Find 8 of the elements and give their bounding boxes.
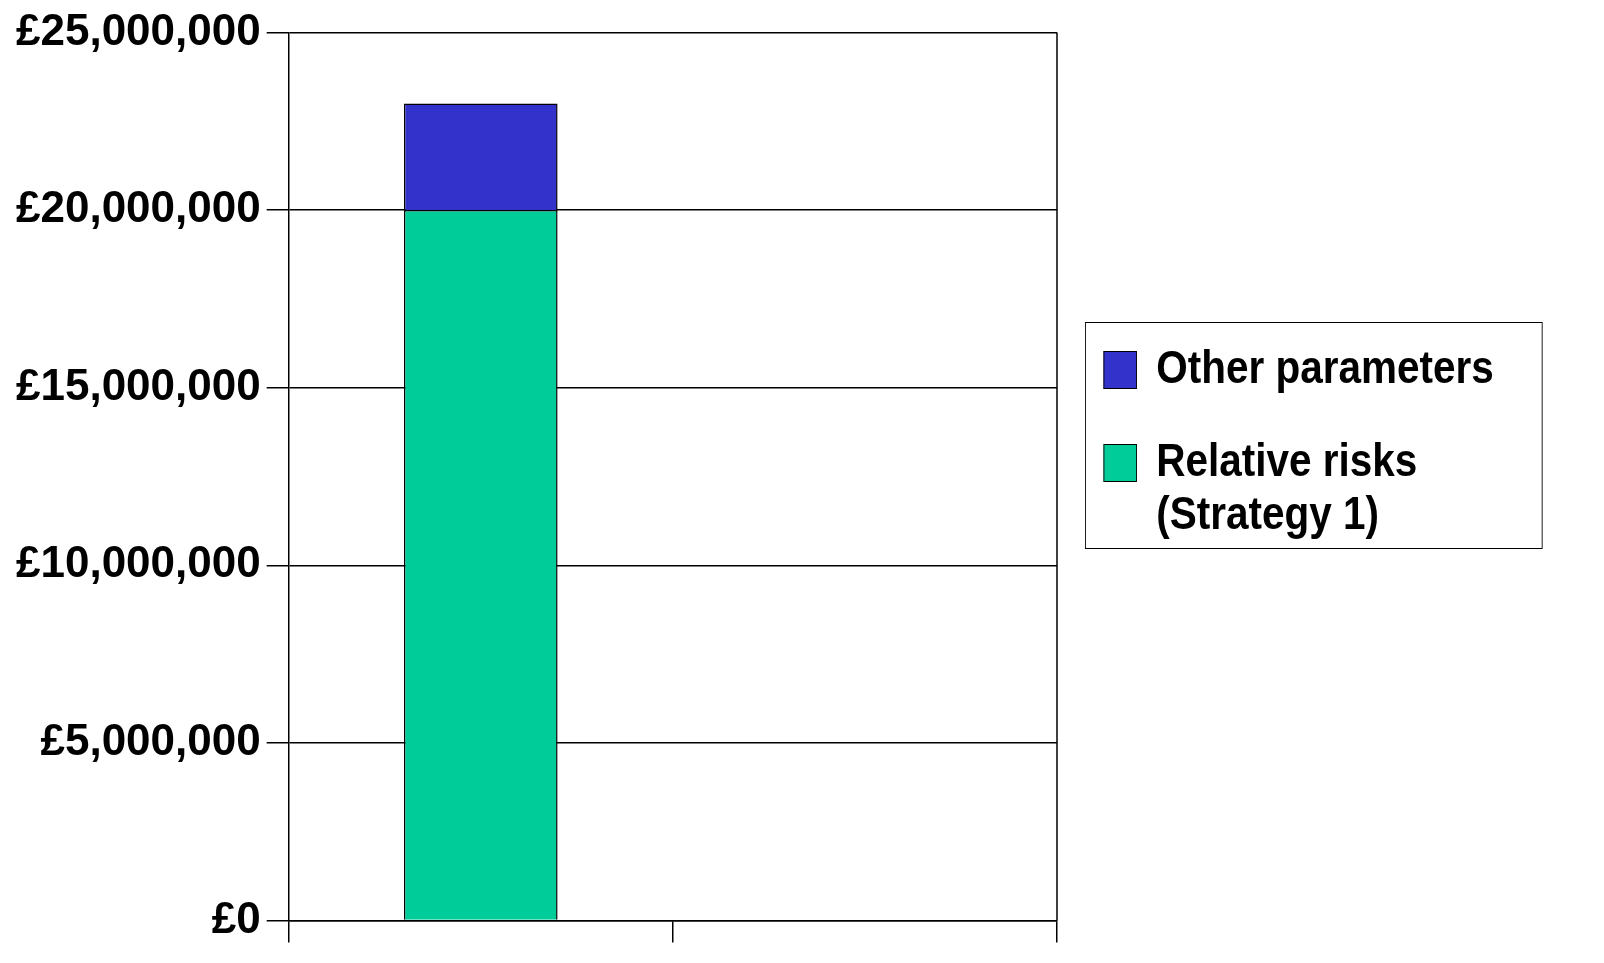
- y-tick-label: £20,000,000: [16, 182, 261, 232]
- y-tick-label: £5,000,000: [40, 715, 261, 765]
- y-tick-label: £10,000,000: [16, 537, 261, 587]
- y-tick-label: £15,000,000: [16, 359, 261, 409]
- legend-label: Other parameters: [1156, 341, 1494, 394]
- legend-label: Relative risks (Strategy 1): [1156, 433, 1419, 540]
- y-tick-label: £25,000,000: [16, 4, 261, 54]
- y-tick-label: £0: [211, 892, 261, 942]
